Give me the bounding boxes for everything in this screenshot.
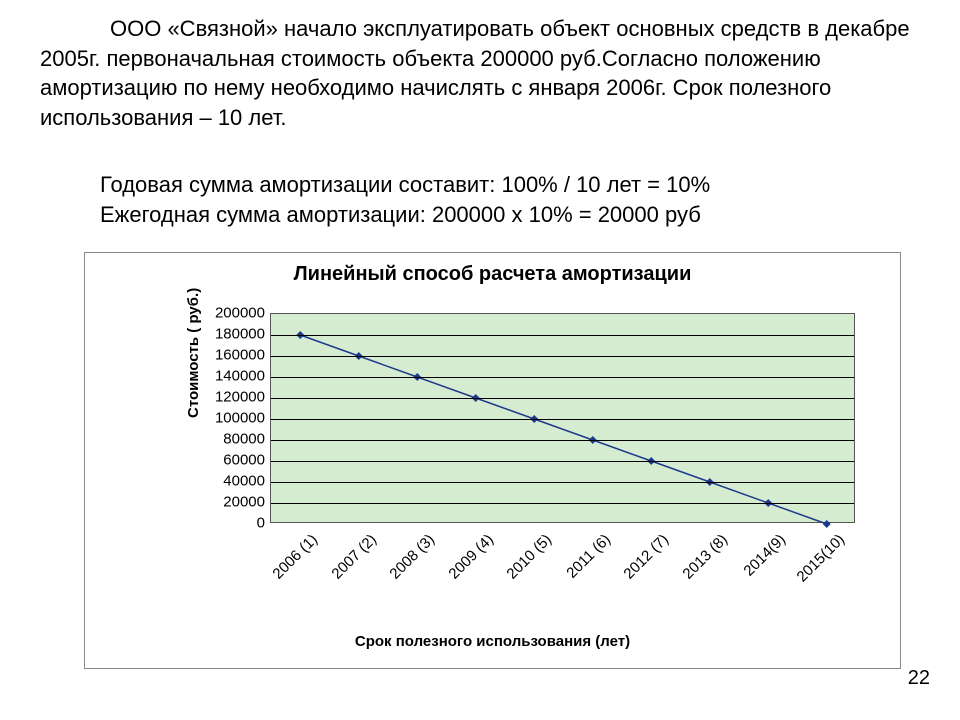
y-axis-title: Стоимость ( руб.) — [185, 288, 202, 418]
y-tick-label: 60000 — [205, 452, 265, 469]
calc-line-1: Годовая сумма амортизации составит: 100%… — [100, 170, 880, 200]
x-tick-label: 2008 (3) — [370, 531, 439, 600]
intro-paragraph-text: ООО «Связной» начало эксплуатировать объ… — [40, 16, 910, 130]
gridline — [271, 419, 854, 420]
x-tick-label: 2009 (4) — [428, 531, 497, 600]
y-tick-label: 0 — [205, 515, 265, 532]
x-tick-label: 2012 (7) — [604, 531, 673, 600]
x-tick-label: 2010 (5) — [487, 531, 556, 600]
y-tick-label: 160000 — [205, 347, 265, 364]
y-tick-label: 80000 — [205, 431, 265, 448]
gridline — [271, 335, 854, 336]
page-number: 22 — [908, 667, 930, 690]
y-tick-label: 20000 — [205, 494, 265, 511]
gridline — [271, 440, 854, 441]
y-tick-label: 40000 — [205, 473, 265, 490]
gridline — [271, 461, 854, 462]
intro-paragraph: ООО «Связной» начало эксплуатировать объ… — [40, 14, 920, 133]
plot-area — [270, 313, 855, 523]
calc-line-2: Ежегодная сумма амортизации: 200000 х 10… — [100, 200, 880, 230]
chart-container: Линейный способ расчета амортизации Стои… — [84, 252, 901, 669]
gridline — [271, 398, 854, 399]
y-tick-label: 100000 — [205, 410, 265, 427]
plot-wrap: 0200004000060000800001000001200001400001… — [215, 313, 855, 523]
x-tick-label: 2013 (8) — [662, 531, 731, 600]
y-tick-label: 200000 — [205, 305, 265, 322]
y-tick-label: 140000 — [205, 368, 265, 385]
x-tick-label: 2006 (1) — [253, 531, 322, 600]
gridline — [271, 503, 854, 504]
gridline — [271, 377, 854, 378]
x-tick-label: 2014(9) — [721, 531, 790, 600]
calc-paragraph: Годовая сумма амортизации составит: 100%… — [100, 170, 880, 229]
gridline — [271, 482, 854, 483]
line-series — [271, 314, 854, 522]
gridline — [271, 356, 854, 357]
x-tick-label: 2011 (6) — [545, 531, 614, 600]
y-tick-label: 180000 — [205, 326, 265, 343]
x-tick-label: 2007 (2) — [311, 531, 380, 600]
y-tick-label: 120000 — [205, 389, 265, 406]
chart-title: Линейный способ расчета амортизации — [85, 263, 900, 286]
x-axis-title: Срок полезного использования (лет) — [85, 633, 900, 650]
x-tick-label: 2015(10) — [779, 531, 848, 600]
data-marker — [823, 520, 831, 528]
